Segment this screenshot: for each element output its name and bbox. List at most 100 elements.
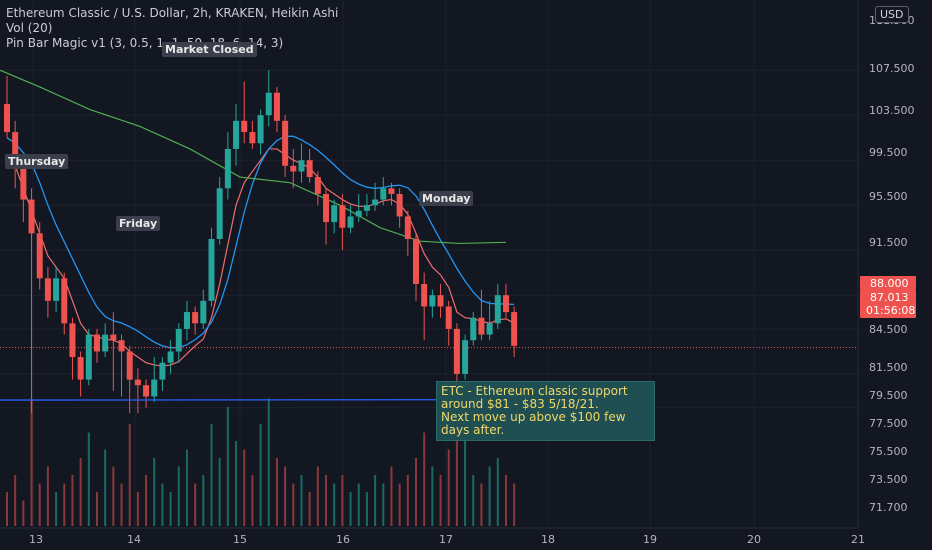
volume-bar bbox=[333, 483, 336, 526]
candle-body bbox=[53, 278, 60, 301]
time-tick-label: 17 bbox=[439, 533, 453, 546]
volume-bar bbox=[136, 492, 139, 526]
candle-body bbox=[282, 120, 289, 166]
candle-body bbox=[323, 193, 330, 223]
candle-body bbox=[445, 306, 452, 329]
annotation-line-4: days after. bbox=[441, 423, 505, 437]
volume-bar bbox=[382, 483, 385, 526]
volume-bar bbox=[6, 492, 8, 526]
candle-body bbox=[306, 160, 313, 178]
volume-bar bbox=[30, 398, 33, 526]
candle-body bbox=[290, 165, 297, 172]
day-label-thursday: Thursday bbox=[5, 154, 69, 169]
candle-body bbox=[28, 199, 35, 234]
fast-ma-line bbox=[6, 148, 515, 367]
volume-bar bbox=[128, 424, 131, 526]
volume-bar bbox=[87, 432, 90, 526]
candle-body bbox=[273, 92, 280, 121]
volume-bar bbox=[259, 424, 262, 526]
candle-body bbox=[265, 92, 272, 116]
annotation-line-1: ETC - Ethereum classic support bbox=[441, 384, 628, 398]
volume-bar bbox=[464, 441, 467, 526]
volume-bar bbox=[153, 458, 156, 526]
candle-body bbox=[224, 148, 231, 189]
current-price-tag: 87.013 bbox=[870, 291, 909, 304]
price-tick-label: 91.500 bbox=[869, 236, 908, 249]
candle-body bbox=[110, 334, 117, 341]
time-tick-label: 18 bbox=[541, 533, 555, 546]
candle-body bbox=[44, 278, 51, 301]
candle-body bbox=[36, 233, 43, 279]
volume-bar bbox=[488, 466, 491, 526]
volume-indicator-label[interactable]: Vol (20) bbox=[6, 21, 53, 35]
candle-body bbox=[396, 193, 403, 217]
volume-bar bbox=[243, 449, 246, 526]
volume-bar bbox=[210, 424, 213, 526]
time-tick-label: 19 bbox=[643, 533, 657, 546]
volume-bar bbox=[349, 492, 352, 526]
candle-body bbox=[380, 188, 387, 200]
volume-bar bbox=[374, 475, 377, 526]
candle-body bbox=[20, 165, 27, 200]
candles bbox=[4, 70, 518, 414]
annotation-box[interactable]: ETC - Ethereum classic support around $8… bbox=[436, 381, 655, 441]
volume-bar bbox=[202, 475, 205, 526]
candle-body bbox=[102, 334, 109, 352]
candle-body bbox=[486, 323, 493, 335]
price-tick-label: 95.500 bbox=[869, 190, 908, 203]
price-tick-label: 75.500 bbox=[869, 445, 908, 458]
volume-bar bbox=[145, 475, 148, 526]
price-tick-label: 103.500 bbox=[869, 104, 915, 117]
time-tick-label: 21 bbox=[851, 533, 865, 546]
candle-body bbox=[453, 328, 460, 374]
volume-bar bbox=[38, 483, 41, 526]
candle-body bbox=[151, 379, 158, 397]
volume-bar bbox=[300, 475, 303, 526]
volume-bar bbox=[439, 475, 442, 526]
volume-bar bbox=[292, 483, 295, 526]
symbol-title[interactable]: Ethereum Classic / U.S. Dollar, 2h, KRAK… bbox=[6, 6, 339, 20]
volume-bar bbox=[267, 398, 270, 526]
volume-bar bbox=[447, 449, 450, 526]
candle-body bbox=[429, 295, 436, 307]
candle-body bbox=[85, 334, 92, 380]
candle-body bbox=[93, 334, 100, 352]
currency-button[interactable]: USD bbox=[875, 6, 909, 23]
candle-body bbox=[462, 340, 469, 374]
medium-ma-line bbox=[6, 135, 515, 349]
price-tags: 88.000 87.013 01:56:08 bbox=[860, 276, 916, 318]
volume-bar bbox=[63, 483, 66, 526]
volume-bar bbox=[14, 475, 17, 526]
volume-bar bbox=[112, 466, 115, 526]
candle-body bbox=[257, 115, 264, 144]
time-tick-label: 14 bbox=[127, 533, 141, 546]
countdown-tag: 01:56:08 bbox=[866, 304, 915, 317]
volume-bar bbox=[194, 483, 197, 526]
candle-body bbox=[159, 362, 166, 380]
candle-body bbox=[339, 205, 346, 228]
candle-body bbox=[208, 238, 215, 301]
candle-body bbox=[126, 351, 133, 380]
volume-bar bbox=[284, 466, 287, 526]
candle-body bbox=[478, 317, 485, 335]
volume-bar bbox=[161, 483, 164, 526]
time-axis[interactable]: 13 14 15 16 17 18 19 20 21 bbox=[29, 533, 865, 546]
volume-bar bbox=[104, 449, 107, 526]
volume-bar bbox=[275, 458, 278, 526]
volume-bar bbox=[251, 475, 254, 526]
price-tick-label: 107.500 bbox=[869, 62, 915, 75]
price-tick-label: 84.500 bbox=[869, 323, 908, 336]
candle-body bbox=[69, 323, 76, 358]
candle-body bbox=[421, 283, 428, 307]
day-label-monday: Monday bbox=[419, 191, 474, 206]
volume-bar bbox=[71, 475, 74, 526]
volume-bar bbox=[169, 492, 172, 526]
candle-body bbox=[216, 188, 223, 239]
volume-bar bbox=[398, 483, 401, 526]
candle-body bbox=[249, 132, 256, 144]
volume-bar bbox=[415, 458, 417, 526]
time-tick-label: 15 bbox=[233, 533, 247, 546]
candle-body bbox=[134, 379, 141, 386]
volume-bar bbox=[316, 466, 319, 526]
